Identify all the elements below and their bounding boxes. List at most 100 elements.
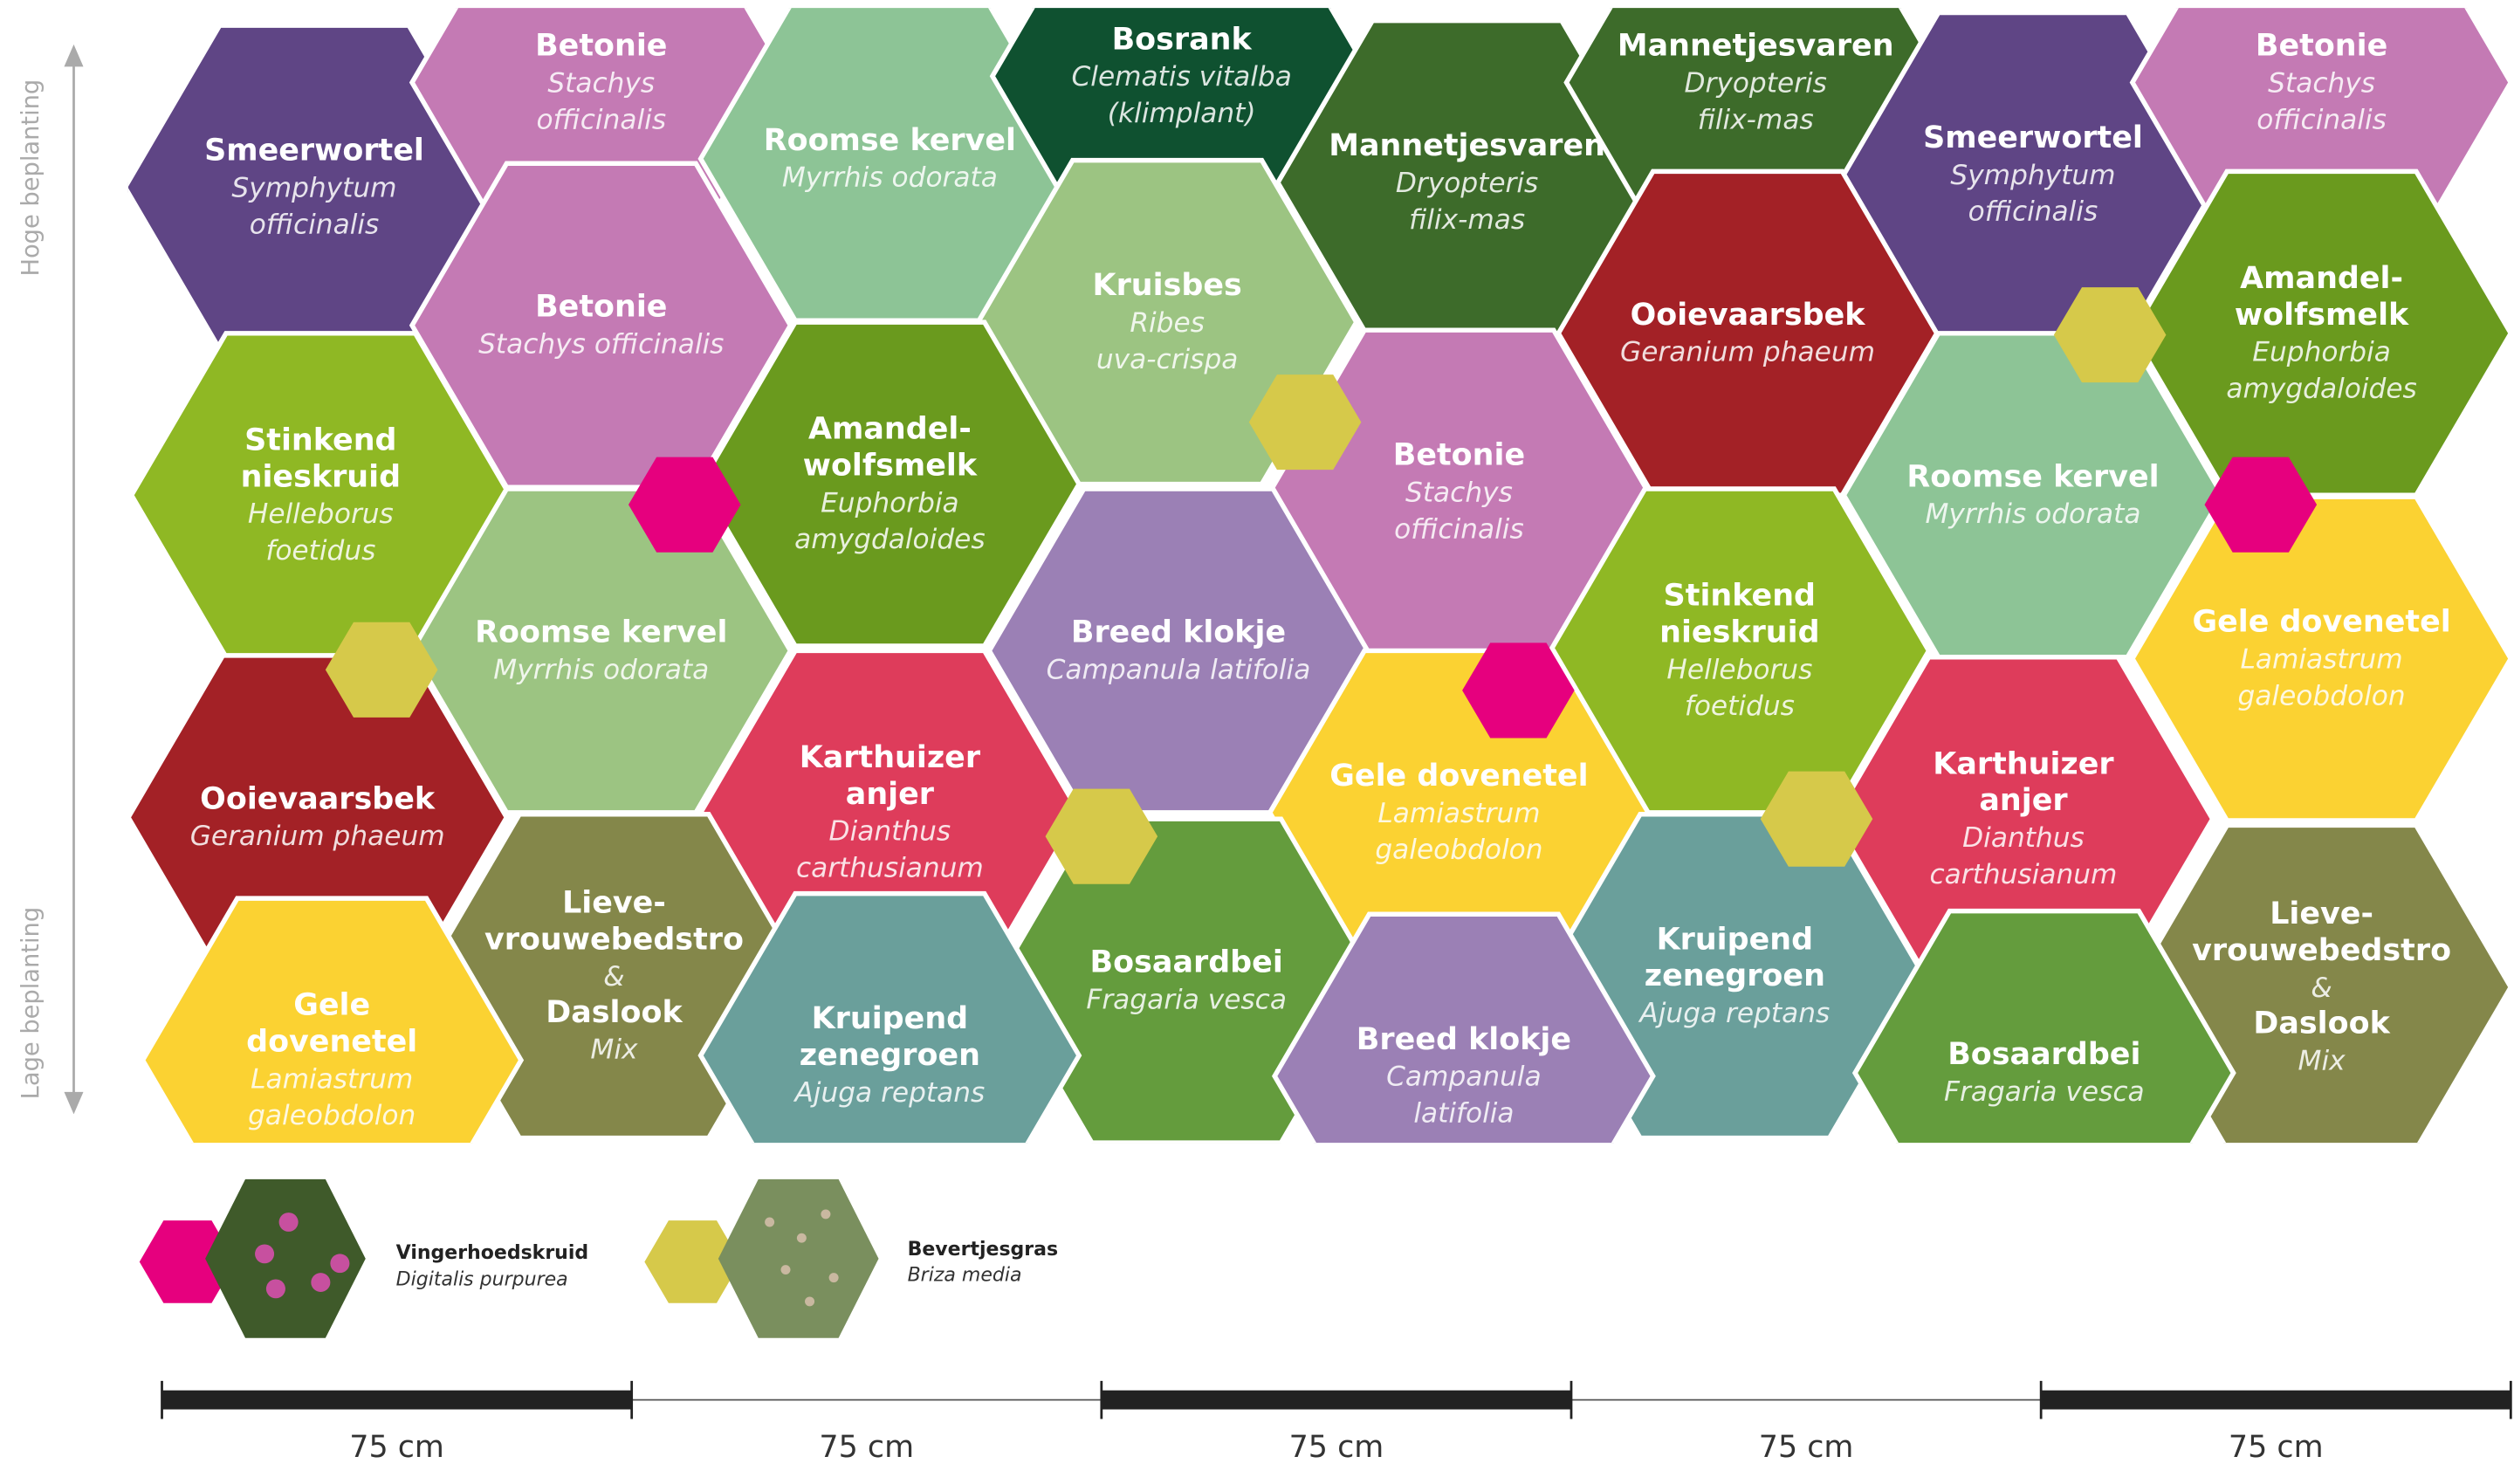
plant-cell: Smeerwortel Symphytum officinalis	[1841, 10, 2225, 340]
plant-latin: Stachys officinalis	[1394, 477, 1524, 546]
plant-cell: Smeerwortel Symphytum officinalis	[127, 23, 506, 352]
plant-name: Roomse kervel	[1906, 459, 2159, 494]
cell-hexagon	[140, 896, 525, 1144]
cell-hexagon	[1272, 911, 1656, 1144]
plant-name: Gele dovenetel	[1329, 759, 1588, 794]
plant-latin: Geranium phaeum	[1620, 337, 1875, 368]
cell-hexagon	[409, 486, 793, 815]
plant-latin: Campanula latifolia	[1386, 1061, 1542, 1130]
cells: Smeerwortel Symphytum officinalis Betonie St…	[127, 8, 2514, 1144]
legend: Vingerhoedskruid Digitalis purpurea Bevert…	[139, 1178, 1059, 1338]
plant-latin: Clematis vitalba (klimplant)	[1071, 61, 1291, 129]
plant-name: Ooievaarsbek	[200, 782, 436, 817]
axis-top: Hoge beplanting	[17, 79, 45, 277]
plant-latin: Stachys officinalis	[2256, 68, 2387, 136]
plant-latin: Ajuga reptans	[793, 1077, 985, 1109]
accent-hexagon	[2204, 457, 2318, 553]
plant-latin: Lamiastrum galeobdolon	[1375, 798, 1542, 866]
plant-latin: Stachys officinalis	[536, 68, 666, 136]
seed	[765, 1217, 775, 1227]
plant-latin: Myrrhis odorata	[782, 162, 998, 194]
plant-name: Roomse kervel	[764, 123, 1016, 158]
legend-name: Bevertjesgras	[908, 1239, 1059, 1261]
accent-hexagon	[1248, 374, 1362, 471]
plant-cell: Kruipend zenegroen Ajuga reptans	[697, 890, 1082, 1144]
plant-latin: Myrrhis odorata	[1925, 498, 2140, 530]
plant-cell: Gele dovenetel Lamiastrum galeobdolon	[1267, 648, 1652, 978]
plant-latin: Mix	[590, 1034, 638, 1066]
scale-label: 75 cm	[819, 1430, 914, 1465]
scale-label: 75 cm	[2229, 1430, 2324, 1465]
flower	[311, 1273, 331, 1292]
plant-name: Gele dovenetel	[246, 988, 417, 1060]
seed	[805, 1296, 815, 1307]
plant-latin: Helleborus foetidus	[248, 498, 394, 567]
accent-plants	[325, 287, 2318, 884]
plant-latin: Euphorbia amygdaloides	[2226, 337, 2416, 405]
plant-latin: Myrrhis odorata	[493, 654, 709, 685]
legend-photo	[205, 1178, 366, 1338]
seed	[828, 1273, 839, 1283]
plant-latin: Ajuga reptans	[1638, 998, 1830, 1029]
accent-hexagon	[1045, 788, 1158, 884]
flower	[278, 1213, 299, 1232]
plant-name: Kruipend zenegroen	[800, 1001, 980, 1073]
flower	[330, 1254, 350, 1274]
height-axis: Hoge beplanting Lage beplanting	[17, 44, 84, 1115]
plant-name: Amandel-wolfsmelk	[2235, 261, 2409, 333]
accent-hexagon	[1760, 771, 1873, 867]
plant-name: Amandel-wolfsmelk	[803, 412, 978, 484]
plant-name: Stinkend nieskruid	[1659, 579, 1819, 650]
seed	[821, 1209, 831, 1219]
scale-label: 75 cm	[349, 1430, 444, 1465]
plant-name: Daslook	[2253, 1007, 2390, 1041]
scale-bar: 75 cm 75 cm 75 cm 75 cm 75 cm	[161, 1380, 2512, 1465]
plant-latin: Euphorbia amygdaloides	[794, 488, 985, 556]
plant-latin: Symphytum officinalis	[1950, 160, 2115, 228]
plant-name: Kruisbes	[1093, 268, 1242, 303]
plant-name: Bosrank	[1112, 23, 1253, 58]
plant-cell: Bosaardbei Fragaria vesca	[1851, 908, 2236, 1144]
plant-name: Roomse kervel	[475, 615, 727, 650]
plant-name: Smeerwortel	[1923, 120, 2143, 155]
plant-latin: Mix	[2298, 1046, 2346, 1077]
cell-hexagon	[1851, 908, 2236, 1144]
plant-latin: Dryopteris filix-mas	[1685, 68, 1827, 136]
plant-name: Lieve-vrouwebedstro	[2192, 897, 2451, 968]
axis-bottom: Lage beplanting	[17, 907, 45, 1099]
plant-name: Betonie	[535, 29, 667, 64]
plant-latin: Stachys officinalis	[478, 329, 724, 361]
plant-latin: Dryopteris filix-mas	[1396, 168, 1538, 236]
legend-name: Vingerhoedskruid	[396, 1242, 589, 1264]
plant-latin: Campanula latifolia	[1047, 654, 1311, 685]
plant-name: Ooievaarsbek	[1631, 298, 1866, 333]
plant-name: Bosaardbei	[1947, 1037, 2140, 1072]
cell-hexagon	[697, 319, 1082, 649]
plant-name: Karthuizer anjer	[800, 740, 981, 812]
accent-hexagon	[1462, 642, 1575, 739]
plant-name: Kruipend zenegroen	[1645, 922, 1825, 993]
plant-cell: Roomse kervel Myrrhis odorata	[409, 486, 793, 815]
plant-latin: Helleborus foetidus	[1666, 654, 1812, 722]
plant-name: Lieve-vrouwebedstro	[484, 886, 744, 958]
plant-name: Stinkend nieskruid	[241, 423, 401, 495]
plant-latin: Lamiastrum galeobdolon	[248, 1064, 416, 1132]
legend-latin: Digitalis purpurea	[396, 1269, 568, 1291]
plant-latin: Fragaria vesca	[1944, 1076, 2145, 1108]
plant-name: Gele dovenetel	[2192, 605, 2450, 640]
plant-name: Smeerwortel	[204, 134, 424, 168]
plant-latin: Fragaria vesca	[1086, 985, 1287, 1016]
legend-photo	[718, 1178, 879, 1338]
flower	[265, 1279, 285, 1299]
plant-name: Mannetjesvaren	[1618, 29, 1894, 64]
legend-hexagon	[644, 1220, 741, 1303]
plant-name: Breed klokje	[1071, 615, 1286, 650]
plant-name: Breed klokje	[1357, 1022, 1571, 1057]
plant-name: Betonie	[1393, 438, 1525, 473]
